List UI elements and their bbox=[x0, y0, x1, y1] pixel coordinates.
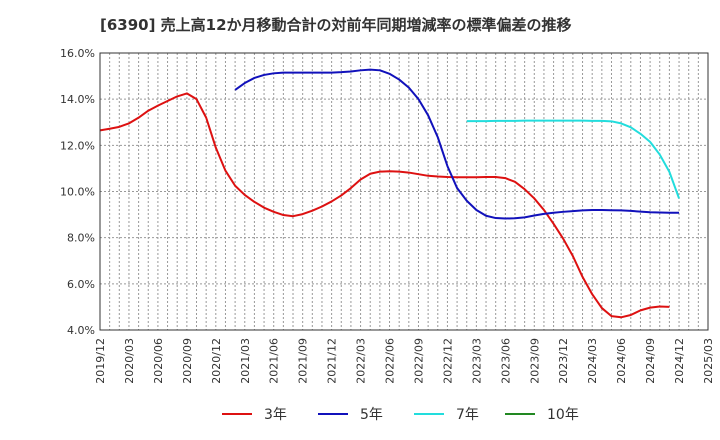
plot-frame bbox=[99, 52, 709, 331]
x-tick-label: 2024/03 bbox=[586, 338, 599, 384]
y-tick-label: 8.0% bbox=[67, 232, 95, 245]
x-tick-label: 2023/03 bbox=[470, 338, 483, 384]
x-tick-label: 2024/06 bbox=[615, 338, 628, 384]
x-tick-label: 2023/09 bbox=[528, 338, 541, 384]
legend-label: 10年 bbox=[547, 407, 579, 423]
x-tick-label: 2022/12 bbox=[441, 338, 454, 384]
x-tick-label: 2021/12 bbox=[326, 338, 339, 384]
x-tick-label: 2020/09 bbox=[181, 338, 194, 384]
x-tick-label: 2019/12 bbox=[94, 338, 107, 384]
x-tick-label: 2022/06 bbox=[384, 338, 397, 384]
x-tick-label: 2022/03 bbox=[355, 338, 368, 384]
series-line-5年 bbox=[234, 68, 680, 220]
x-tick-label: 2025/03 bbox=[702, 338, 715, 384]
chart-title: [6390] 売上高12か月移動合計の対前年同期増減率の標準偏差の推移 bbox=[100, 16, 572, 34]
series-line-3年 bbox=[99, 92, 670, 319]
y-tick-label: 16.0% bbox=[60, 47, 95, 60]
legend-label: 7年 bbox=[456, 407, 479, 423]
y-axis-ticks: 4.0% 6.0% 8.0% 10.0% 12.0% 14.0% 16.0% bbox=[60, 47, 95, 337]
y-tick-label: 14.0% bbox=[60, 93, 95, 106]
x-tick-label: 2020/12 bbox=[210, 338, 223, 384]
x-tick-label: 2020/06 bbox=[152, 338, 165, 384]
y-tick-label: 12.0% bbox=[60, 139, 95, 152]
series-line-7年 bbox=[466, 119, 680, 199]
series-lines bbox=[99, 68, 680, 319]
legend: 3年 5年 7年 10年 bbox=[222, 407, 579, 423]
legend-label: 3年 bbox=[264, 407, 287, 423]
x-tick-label: 2023/06 bbox=[499, 338, 512, 384]
y-tick-label: 4.0% bbox=[67, 324, 95, 337]
x-tick-label: 2020/03 bbox=[123, 338, 136, 384]
legend-label: 5年 bbox=[360, 407, 383, 423]
x-tick-label: 2024/09 bbox=[644, 338, 657, 384]
x-tick-label: 2021/09 bbox=[297, 338, 310, 384]
grid bbox=[100, 53, 708, 330]
x-tick-label: 2021/03 bbox=[239, 338, 252, 384]
y-tick-label: 10.0% bbox=[60, 186, 95, 199]
x-tick-label: 2022/09 bbox=[412, 338, 425, 384]
x-tick-label: 2023/12 bbox=[557, 338, 570, 384]
x-axis-ticks: 2019/12 2020/03 2020/06 2020/09 2020/12 2021/… bbox=[94, 338, 715, 384]
x-tick-label: 2021/06 bbox=[268, 338, 281, 384]
y-tick-label: 6.0% bbox=[67, 278, 95, 291]
x-tick-label: 2024/12 bbox=[673, 338, 686, 384]
